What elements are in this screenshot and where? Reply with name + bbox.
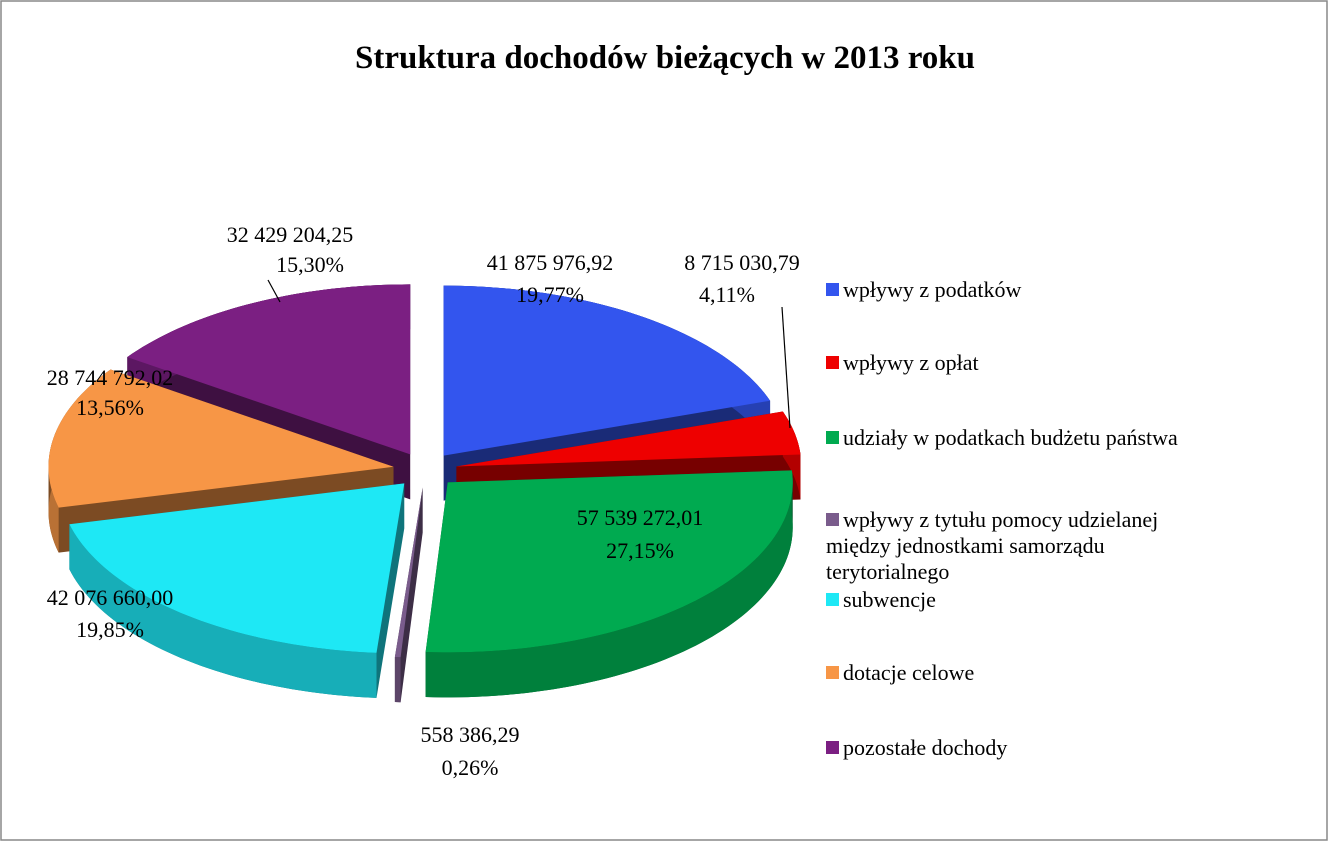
data-label: 0,26% bbox=[442, 755, 499, 780]
slice-outer-wall bbox=[425, 470, 793, 698]
slice bbox=[425, 470, 793, 653]
data-label: 42 076 660,00 bbox=[47, 585, 174, 610]
data-label: 558 386,29 bbox=[421, 722, 520, 747]
legend-item: wpływy z opłat bbox=[826, 350, 1226, 376]
slice bbox=[127, 284, 411, 455]
data-label: 57 539 272,01 bbox=[577, 505, 704, 530]
data-label: 15,30% bbox=[276, 252, 344, 277]
legend-item: wpływy z podatków bbox=[826, 277, 1226, 303]
pie bbox=[48, 284, 801, 703]
data-label: 32 429 204,25 bbox=[227, 222, 354, 247]
legend-swatch bbox=[826, 356, 839, 369]
legend-item: dotacje celowe bbox=[826, 660, 1226, 686]
legend-label: wpływy z tytułu pomocy udzielanej między… bbox=[826, 507, 1159, 584]
legend-label: wpływy z opłat bbox=[843, 350, 979, 375]
legend-item: pozostałe dochody bbox=[826, 735, 1226, 761]
legend-swatch bbox=[826, 741, 839, 754]
slice bbox=[443, 285, 771, 456]
slice bbox=[69, 483, 405, 653]
legend-label: dotacje celowe bbox=[843, 660, 975, 685]
data-label: 19,77% bbox=[516, 282, 584, 307]
legend-swatch bbox=[826, 666, 839, 679]
legend-swatch bbox=[826, 431, 839, 444]
legend-label: udziały w podatkach budżetu państwa bbox=[843, 425, 1178, 450]
legend-label: subwencje bbox=[843, 587, 936, 612]
legend-swatch bbox=[826, 513, 839, 526]
legend-label: pozostałe dochody bbox=[843, 735, 1008, 760]
data-label: 41 875 976,92 bbox=[487, 250, 614, 275]
legend-swatch bbox=[826, 593, 839, 606]
slice bbox=[394, 487, 423, 658]
leader-line bbox=[781, 306, 791, 429]
legend-item: subwencje bbox=[826, 587, 1226, 613]
legend-swatch bbox=[826, 283, 839, 296]
data-label: 19,85% bbox=[76, 617, 144, 642]
slice-side bbox=[394, 487, 423, 703]
legend-item: wpływy z tytułu pomocy udzielanej między… bbox=[826, 507, 1226, 585]
data-label: 28 744 792,02 bbox=[47, 365, 174, 390]
labels: 41 875 976,92 19,77% 8 715 030,79 4,11% 57 5… bbox=[47, 222, 800, 780]
slice bbox=[48, 369, 394, 508]
data-label: 4,11% bbox=[699, 282, 755, 307]
data-label: 13,56% bbox=[76, 395, 144, 420]
chart-title: Struktura dochodów bieżących w 2013 roku bbox=[355, 40, 975, 76]
data-label: 8 715 030,79 bbox=[684, 250, 800, 275]
legend-label: wpływy z podatków bbox=[843, 277, 1022, 302]
slice-outer-wall bbox=[69, 524, 377, 698]
slice-outer-wall bbox=[394, 657, 401, 703]
leader-line bbox=[267, 279, 281, 303]
slice bbox=[456, 411, 801, 467]
data-label: 27,15% bbox=[606, 538, 674, 563]
legend-item: udziały w podatkach budżetu państwa bbox=[826, 425, 1226, 451]
